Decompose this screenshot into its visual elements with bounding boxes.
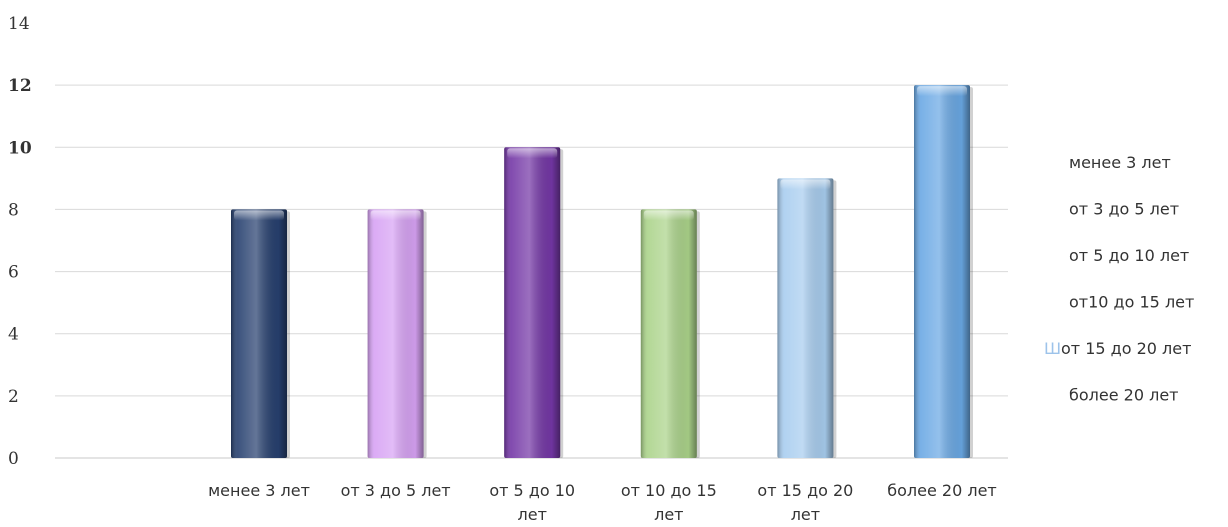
bar [504, 147, 564, 459]
x-tick-label: лет [518, 505, 547, 524]
legend-label: от 3 до 5 лет [1069, 200, 1179, 219]
bar [777, 178, 837, 458]
legend-glyph: Ш [1044, 339, 1061, 358]
legend-label: от10 до 15 лет [1069, 293, 1194, 312]
legend-entry: от 3 до 5 лет [1069, 200, 1179, 219]
legend-entry: менее 3 лет [1069, 153, 1171, 172]
x-axis: менее 3 лет от 3 до 5 лет от 5 до 10 лет от … [208, 481, 997, 524]
x-tick-label: от 3 до 5 лет [341, 481, 451, 500]
legend-entry: от 5 до 10 лет [1069, 246, 1189, 265]
legend-label: более 20 лет [1069, 386, 1179, 405]
x-tick-label: от 10 до 15 [621, 481, 717, 500]
bar [367, 209, 427, 458]
legend-entry: от10 до 15 лет [1069, 293, 1194, 312]
y-tick-label: 14 [8, 14, 30, 34]
x-tick-label: от 5 до 10 [489, 481, 575, 500]
y-tick-label: 6 [8, 263, 19, 283]
x-tick-label: более 20 лет [887, 481, 997, 500]
x-tick-label: от 15 до 20 [757, 481, 853, 500]
y-tick-label: 4 [8, 325, 19, 345]
y-tick-label: 12 [8, 76, 32, 96]
legend-label: от 15 до 20 лет [1061, 339, 1191, 358]
legend-label: менее 3 лет [1069, 153, 1171, 172]
bar [231, 209, 290, 458]
legend-entry: более 20 лет [1069, 386, 1179, 405]
legend-label: от 5 до 10 лет [1069, 246, 1189, 265]
y-tick-label: 10 [8, 138, 32, 158]
y-tick-label: 2 [8, 387, 19, 407]
bar [640, 209, 700, 458]
legend: менее 3 лет от 3 до 5 лет от 5 до 10 лет от… [1044, 153, 1194, 405]
x-tick-label: лет [791, 505, 820, 524]
bars [231, 85, 973, 459]
x-tick-label: лет [654, 505, 683, 524]
x-tick-label: менее 3 лет [208, 481, 310, 500]
y-tick-label: 0 [8, 449, 19, 469]
y-tick-label: 8 [8, 200, 19, 220]
bar [914, 85, 973, 459]
y-axis: 0 2 4 6 8 10 12 14 [8, 14, 32, 469]
